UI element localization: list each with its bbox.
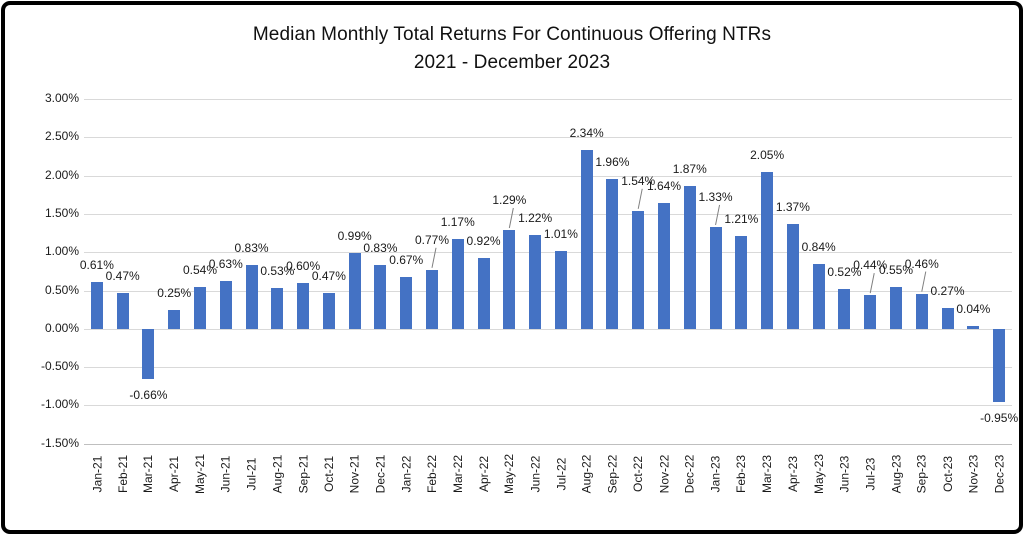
- bar: [735, 236, 748, 329]
- bar: [632, 210, 645, 329]
- data-label: 1.29%: [492, 192, 527, 207]
- y-axis-tick-label: 0.00%: [44, 320, 79, 335]
- data-label: 1.21%: [724, 212, 759, 227]
- gridline: [84, 367, 1012, 369]
- data-label: 0.92%: [466, 234, 501, 249]
- data-label: 0.46%: [904, 256, 939, 271]
- gridline: [84, 252, 1012, 254]
- bar: [322, 292, 335, 329]
- bar: [812, 264, 825, 329]
- bar: [941, 308, 954, 329]
- data-label: 2.05%: [750, 147, 785, 162]
- data-label: -0.66%: [129, 388, 168, 403]
- bar: [477, 258, 490, 329]
- data-label: 0.04%: [956, 301, 991, 316]
- gridline: [84, 175, 1012, 177]
- data-label: 1.37%: [775, 199, 810, 214]
- gridline: [84, 213, 1012, 215]
- data-label: 0.99%: [337, 228, 372, 243]
- bar: [786, 223, 799, 329]
- gridline: [84, 99, 1012, 100]
- data-label: 0.25%: [157, 285, 192, 300]
- y-axis-tick-label: 1.00%: [44, 244, 79, 259]
- data-label: 0.27%: [930, 284, 965, 299]
- data-label: 1.01%: [543, 227, 578, 242]
- chart-title-line1: Median Monthly Total Returns For Continu…: [252, 24, 772, 45]
- y-axis-tick-label: 2.50%: [44, 129, 79, 144]
- y-axis-tick-label: 2.00%: [44, 167, 79, 182]
- data-label: 0.67%: [389, 253, 424, 268]
- data-label: 1.54%: [621, 173, 656, 188]
- data-label: 1.33%: [698, 189, 733, 204]
- bar: [915, 293, 928, 329]
- data-label: 0.83%: [234, 241, 269, 256]
- data-label: 0.44%: [853, 258, 888, 273]
- data-label: 0.54%: [182, 263, 218, 278]
- gridline: [84, 405, 1012, 407]
- bar: [967, 325, 980, 329]
- chart-title: Median Monthly Total Returns For Continu…: [5, 21, 1019, 77]
- data-label: 0.61%: [79, 258, 114, 273]
- x-axis-tick-text: Dec-23: [992, 454, 1007, 494]
- bar: [297, 282, 310, 329]
- bar: [142, 328, 155, 380]
- data-label: 0.47%: [311, 268, 346, 283]
- bar: [90, 282, 103, 329]
- y-axis-tick-label: -1.50%: [40, 435, 79, 450]
- bar: [683, 185, 696, 329]
- data-label: 1.87%: [672, 161, 707, 176]
- data-label: 0.83%: [363, 241, 398, 256]
- data-label: 0.47%: [105, 268, 140, 283]
- data-label: 0.55%: [878, 262, 914, 277]
- gridline: [84, 328, 1012, 330]
- bar: [554, 251, 567, 329]
- bar: [116, 292, 129, 329]
- data-label: 2.34%: [569, 125, 604, 140]
- data-label: 1.22%: [518, 211, 553, 226]
- y-axis-tick-label: 1.50%: [44, 205, 79, 220]
- x-axis-tick-label: Dec-23: [976, 450, 1022, 498]
- data-label: 0.53%: [260, 264, 295, 279]
- data-label: 0.84%: [801, 240, 836, 255]
- data-label: 0.63%: [208, 256, 243, 271]
- bar: [245, 265, 258, 329]
- bar: [993, 328, 1006, 402]
- bar: [168, 309, 181, 329]
- data-label: 1.64%: [646, 179, 682, 194]
- data-label: 1.96%: [595, 154, 630, 169]
- gridline: [84, 443, 1012, 445]
- gridline: [84, 137, 1012, 139]
- bar: [374, 265, 387, 329]
- bar: [529, 235, 542, 329]
- bar: [451, 239, 464, 329]
- bar: [890, 286, 902, 329]
- bar: [400, 277, 413, 329]
- chart-title-line2: 2021 - December 2023: [413, 52, 611, 73]
- bar: [194, 287, 206, 329]
- data-label: 0.60%: [286, 258, 321, 273]
- y-axis-tick-label: -0.50%: [40, 359, 79, 374]
- bar: [271, 288, 284, 329]
- y-axis-tick-label: -1.00%: [40, 397, 79, 412]
- bar: [606, 178, 619, 329]
- bar: [219, 280, 232, 329]
- bar: [658, 203, 670, 329]
- data-label: 0.77%: [414, 232, 450, 247]
- data-label: 0.52%: [827, 264, 862, 279]
- gridline: [84, 290, 1012, 292]
- y-axis-tick-label: 3.00%: [44, 91, 79, 105]
- bar: [426, 269, 438, 329]
- data-label: -0.95%: [980, 410, 1019, 425]
- bar: [761, 171, 774, 329]
- y-axis-tick-label: 0.50%: [44, 282, 79, 297]
- bar: [503, 229, 516, 329]
- bar: [348, 252, 361, 329]
- bar: [864, 295, 877, 329]
- data-label: 1.17%: [440, 215, 475, 230]
- bar: [709, 226, 722, 329]
- bar: [838, 288, 851, 329]
- bar: [580, 149, 593, 329]
